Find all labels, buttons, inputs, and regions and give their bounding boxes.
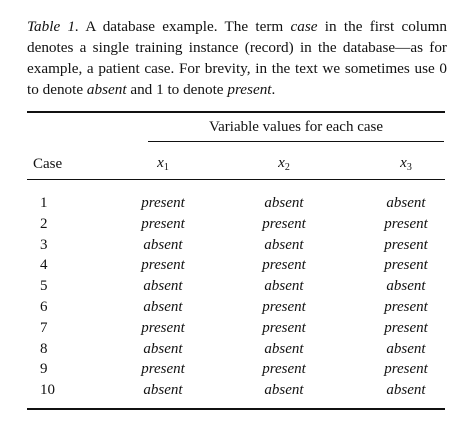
- cell-x3: absent: [386, 195, 426, 211]
- cell-x3: present: [384, 215, 428, 232]
- cell-x1: present: [141, 257, 185, 274]
- table-row: 5 absent absent absent: [0, 276, 467, 297]
- case-number: 10: [40, 382, 55, 399]
- variable-subscript: 1: [163, 162, 169, 173]
- caption-term-present: present: [227, 81, 272, 98]
- cell-x2: present: [262, 319, 306, 336]
- table-row: 4 present present present: [0, 255, 467, 276]
- table-row: 6 absent present present: [0, 297, 467, 318]
- cell-x3: absent: [386, 382, 426, 399]
- variable-symbol: x: [157, 155, 164, 171]
- cell-x1: present: [141, 215, 185, 232]
- variable-symbol: x: [278, 155, 285, 171]
- table-bottom-rule: [27, 408, 445, 410]
- cell-x1: absent: [143, 298, 183, 315]
- table-top-rule: [27, 111, 445, 113]
- cell-x3: present: [384, 257, 428, 274]
- variable-header-x3: x3: [346, 155, 466, 173]
- variable-values-header: Variable values for each case: [208, 119, 384, 135]
- case-column-header: Case: [33, 156, 63, 172]
- variable-header-rule: [148, 141, 444, 142]
- cell-x1: present: [141, 361, 185, 378]
- cell-x2: absent: [264, 195, 304, 211]
- cell-x2: absent: [264, 382, 304, 399]
- case-number: 3: [40, 236, 48, 253]
- table-row: 3 absent absent present: [0, 235, 467, 256]
- caption-label: Table 1.: [27, 18, 79, 35]
- cell-x1: absent: [143, 278, 183, 295]
- cell-x3: absent: [386, 340, 426, 357]
- cell-x1: absent: [143, 382, 183, 399]
- table-header-rule: [27, 179, 445, 180]
- cell-x3: present: [384, 236, 428, 253]
- cell-x2: present: [262, 215, 306, 232]
- case-number: 2: [40, 215, 48, 232]
- cell-x2: absent: [264, 278, 304, 295]
- cell-x2: absent: [264, 236, 304, 253]
- caption-term-absent: absent: [86, 81, 127, 98]
- cell-x3: present: [384, 361, 428, 378]
- case-number: 8: [40, 340, 48, 357]
- variable-subscript: 3: [406, 162, 412, 173]
- case-number: 6: [40, 298, 48, 315]
- cell-x3: absent: [386, 278, 426, 295]
- case-number: 5: [40, 278, 48, 295]
- cell-x2: present: [262, 257, 306, 274]
- case-number: 4: [40, 257, 48, 274]
- variable-header-x2: x2: [224, 155, 344, 173]
- case-number: 9: [40, 361, 48, 378]
- case-number: 1: [40, 195, 48, 211]
- table-row: 7 present present present: [0, 318, 467, 339]
- table-row: 9 present present present: [0, 359, 467, 380]
- caption-text-1: A database example. The term: [85, 18, 284, 35]
- table-row: 2 present present present: [0, 214, 467, 235]
- cell-x3: present: [384, 319, 428, 336]
- cell-x2: present: [262, 298, 306, 315]
- case-number: 7: [40, 319, 48, 336]
- cell-x2: absent: [264, 340, 304, 357]
- table-row: 1 present absent absent: [0, 193, 467, 214]
- caption-term-case: case: [290, 18, 318, 35]
- table-row: 10 absent absent absent: [0, 380, 467, 401]
- caption-end: .: [271, 81, 276, 98]
- cell-x2: present: [262, 361, 306, 378]
- table-body: 1 present absent absent 2 present presen…: [0, 193, 467, 401]
- cell-x1: absent: [143, 340, 183, 357]
- caption-text-3: and 1 to denote: [130, 81, 224, 98]
- table-row: 8 absent absent absent: [0, 339, 467, 360]
- cell-x1: present: [141, 195, 185, 211]
- caption-text-2: in the first column denotes a single tra…: [27, 18, 448, 98]
- cell-x1: absent: [143, 236, 183, 253]
- cell-x1: present: [141, 319, 185, 336]
- variable-subscript: 2: [284, 162, 290, 173]
- variable-symbol: x: [400, 155, 407, 171]
- cell-x3: present: [384, 298, 428, 315]
- table-caption: Table 1. A database example. The term ca…: [27, 16, 447, 100]
- variable-header-x1: x1: [103, 155, 223, 173]
